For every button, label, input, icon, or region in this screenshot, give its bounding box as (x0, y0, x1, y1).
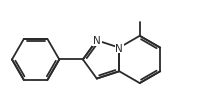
Text: N: N (93, 36, 101, 46)
Text: N: N (115, 43, 123, 53)
